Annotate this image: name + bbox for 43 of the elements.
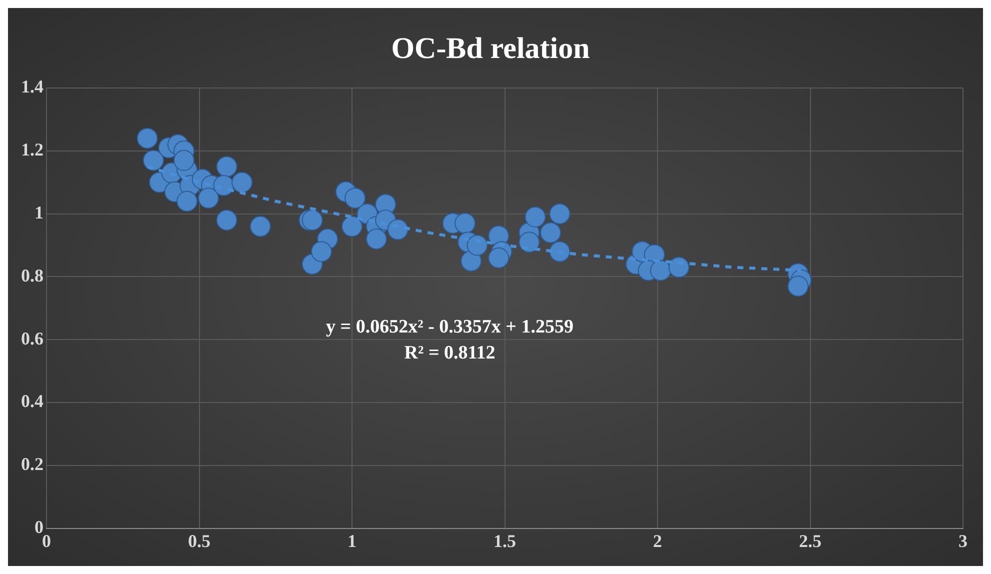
annotation: y = 0.0652x² - 0.3357x + 1.2559 — [326, 316, 574, 338]
x-tick-label: 1 — [348, 530, 356, 551]
point — [466, 234, 488, 256]
point — [216, 210, 238, 231]
x-tick-label: 0.5 — [188, 530, 210, 551]
point — [366, 228, 387, 250]
y-tick-label: 0.8 — [21, 265, 44, 286]
point — [387, 219, 408, 240]
point — [173, 150, 194, 171]
chart-title: OC-Bd relation — [391, 32, 590, 65]
x-tick-label: 2 — [653, 530, 662, 551]
point — [454, 212, 476, 234]
point — [488, 247, 510, 268]
x-tick-label: 1.5 — [494, 530, 516, 551]
point — [549, 203, 570, 224]
point — [310, 241, 332, 262]
point — [460, 250, 482, 272]
point — [250, 216, 271, 237]
y-tick-label: 0.2 — [21, 454, 44, 474]
point — [176, 190, 198, 212]
y-tick-label: 0.6 — [21, 328, 44, 348]
point — [668, 256, 690, 278]
point — [342, 216, 362, 237]
point — [549, 241, 570, 262]
point — [232, 172, 253, 193]
point — [142, 150, 164, 171]
point — [136, 128, 158, 149]
y-tick-label: 1.4 — [21, 76, 44, 97]
point — [518, 232, 540, 253]
y-tick-label: 1.2 — [21, 140, 44, 160]
point — [650, 260, 672, 281]
x-tick-label: 3 — [958, 530, 968, 551]
point — [788, 276, 809, 297]
x-tick-label: 2.5 — [799, 530, 822, 551]
y-tick-label: 0.4 — [21, 391, 44, 412]
y-tick-label: 1 — [34, 202, 44, 222]
point — [540, 222, 562, 244]
point — [198, 188, 219, 209]
point — [344, 188, 366, 209]
point — [524, 206, 546, 228]
point — [216, 156, 238, 178]
annotation: R² = 0.8112 — [404, 342, 496, 364]
y-tick-label: 0 — [34, 517, 44, 538]
